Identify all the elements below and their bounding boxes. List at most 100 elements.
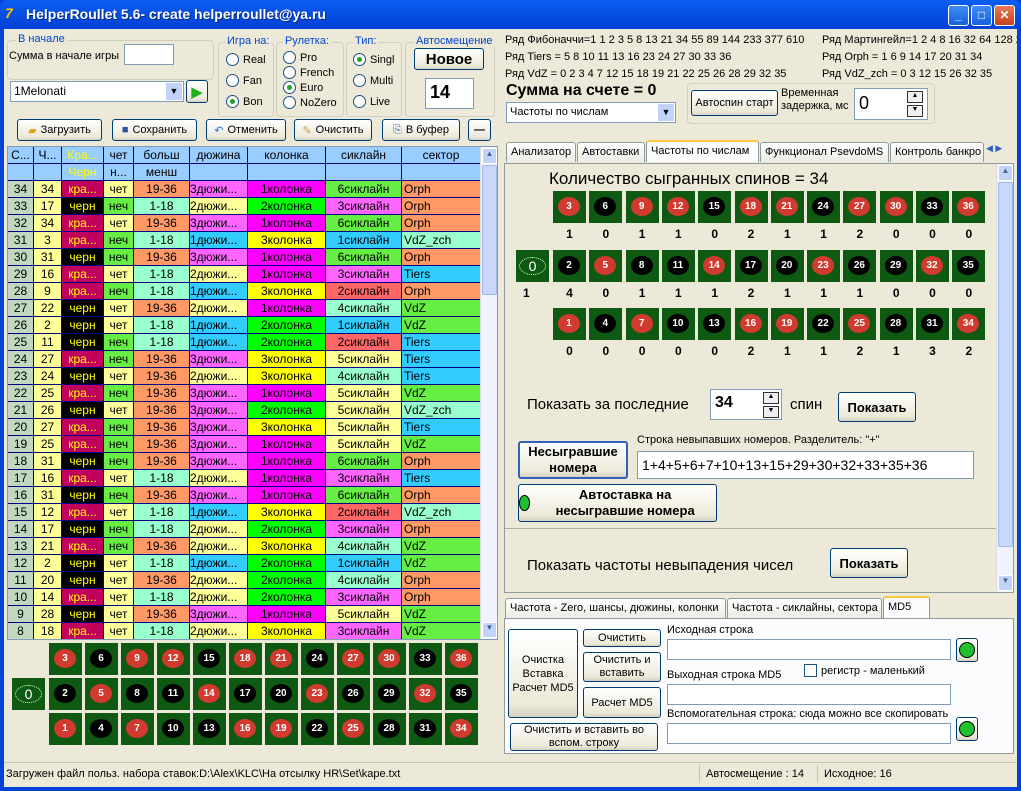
table-row[interactable]: 32 34 кра... чет 19-36 3дюжи... 1колонка 6сикла… bbox=[8, 215, 481, 232]
tab-scroll-arrows-icon[interactable]: ◀ ▶ bbox=[986, 143, 1012, 159]
autoshift-value[interactable]: 14 bbox=[425, 78, 474, 109]
number-cell[interactable]: 12 bbox=[661, 191, 695, 223]
number-cell[interactable]: 7 bbox=[625, 308, 659, 340]
spin-up-icon[interactable]: ▲ bbox=[763, 392, 779, 404]
number-cell[interactable]: 24 bbox=[301, 643, 334, 675]
unplayed-numbers-button[interactable]: Несыгравшие номера bbox=[518, 441, 628, 479]
table-row[interactable]: 20 27 кра... неч 19-36 3дюжи... 3колонка 5сикла… bbox=[8, 419, 481, 436]
new-button[interactable]: Новое bbox=[414, 48, 484, 70]
number-cell[interactable]: 2 bbox=[553, 249, 586, 282]
table-row[interactable]: 25 11 черн неч 1-18 1дюжи... 2колонка 2сиклайн T… bbox=[8, 334, 481, 351]
scroll-down-icon[interactable]: ▼ bbox=[482, 622, 497, 638]
spin-up-icon[interactable]: ▲ bbox=[907, 91, 923, 103]
number-cell[interactable]: 11 bbox=[157, 678, 190, 710]
number-cell[interactable]: 34 bbox=[952, 308, 986, 340]
table-row[interactable]: 23 24 черн чет 19-36 2дюжи... 3колонка 4сиклайн… bbox=[8, 368, 481, 385]
chevron-down-icon[interactable]: ▼ bbox=[166, 83, 182, 100]
chevron-down-icon[interactable]: ▼ bbox=[658, 104, 674, 121]
delay-input[interactable]: 0 ▲ ▼ bbox=[854, 88, 928, 120]
number-cell[interactable]: 18 bbox=[734, 191, 768, 223]
number-cell[interactable]: 8 bbox=[625, 249, 659, 282]
minus-button[interactable]: — bbox=[468, 119, 491, 141]
table-row[interactable]: 26 2 черн чет 1-18 1дюжи... 2колонка 1сиклайн Vd… bbox=[8, 317, 481, 334]
number-cell[interactable]: 21 bbox=[770, 191, 804, 223]
table-row[interactable]: 15 12 кра... чет 1-18 1дюжи... 3колонка 2сиклай… bbox=[8, 504, 481, 521]
undo-button[interactable]: ↶ Отменить bbox=[206, 119, 286, 141]
table-row[interactable]: 11 20 черн чет 19-36 2дюжи... 2колонка 4сиклайн… bbox=[8, 572, 481, 589]
radio-bon[interactable]: Bon bbox=[226, 95, 263, 108]
column-header-dozen[interactable]: дюжина bbox=[190, 147, 248, 181]
scroll-thumb[interactable] bbox=[482, 165, 497, 295]
radio-singl[interactable]: Singl bbox=[353, 53, 394, 66]
tab-0[interactable]: Анализатор bbox=[506, 142, 576, 162]
number-cell[interactable]: 4 bbox=[85, 713, 118, 745]
table-row[interactable]: 19 25 кра... неч 19-36 3дюжи... 1колонка 5сикла… bbox=[8, 436, 481, 453]
table-row[interactable]: 34 34 кра... чет 19-36 3дюжи... 1колонка 6сикла… bbox=[8, 181, 481, 198]
number-cell[interactable]: 22 bbox=[807, 308, 841, 340]
number-cell[interactable]: 8 bbox=[121, 678, 154, 710]
number-cell[interactable]: 6 bbox=[85, 643, 118, 675]
table-row[interactable]: 21 26 черн чет 19-36 3дюжи... 2колонка 5сиклайн… bbox=[8, 402, 481, 419]
last-spins-input[interactable]: 34 ▲ ▼ bbox=[710, 389, 782, 420]
autospin-start-button[interactable]: Автоспин старт bbox=[691, 90, 778, 116]
table-row[interactable]: 31 3 кра... неч 1-18 1дюжи... 3колонка 1сиклайн… bbox=[8, 232, 481, 249]
number-cell[interactable]: 23 bbox=[807, 249, 841, 282]
table-row[interactable]: 28 9 кра... неч 1-18 1дюжи... 3колонка 2сиклайн… bbox=[8, 283, 481, 300]
number-cell[interactable]: 7 bbox=[121, 713, 154, 745]
view-select[interactable]: Частоты по числам ▼ bbox=[506, 102, 676, 123]
minimize-button[interactable]: _ bbox=[948, 5, 969, 26]
md5-clear-button[interactable]: Очистить bbox=[583, 629, 661, 647]
bottom-tab-0[interactable]: Частота - Zero, шансы, дюжины, колонки bbox=[505, 598, 726, 618]
number-cell[interactable]: 28 bbox=[879, 308, 913, 340]
number-cell[interactable]: 11 bbox=[661, 249, 695, 282]
clear-paste-aux-button[interactable]: Очистить и вставить во вспом. строку bbox=[510, 723, 658, 751]
number-cell[interactable]: 25 bbox=[843, 308, 877, 340]
number-cell[interactable]: 6 bbox=[589, 191, 623, 223]
table-row[interactable]: 8 18 кра... чет 1-18 2дюжи... 3колонка 3сиклайн… bbox=[8, 623, 481, 639]
nonfall-show-button[interactable]: Показать bbox=[830, 548, 908, 578]
output-md5-input[interactable] bbox=[667, 684, 951, 705]
maximize-button[interactable]: □ bbox=[971, 5, 992, 26]
number-cell[interactable]: 22 bbox=[301, 713, 334, 745]
number-cell[interactable]: 9 bbox=[121, 643, 154, 675]
number-cell[interactable]: 3 bbox=[553, 191, 586, 223]
md5-aux-icon-button[interactable] bbox=[956, 717, 978, 741]
zero-cell[interactable]: 0 bbox=[516, 249, 549, 282]
md5-icon-button[interactable] bbox=[956, 638, 978, 662]
radio-euro[interactable]: Euro bbox=[283, 81, 323, 94]
column-header-sector[interactable]: сектор bbox=[402, 147, 481, 181]
number-cell[interactable]: 29 bbox=[879, 249, 913, 282]
radio-french[interactable]: French bbox=[283, 66, 334, 79]
aux-string-input[interactable] bbox=[667, 723, 951, 744]
table-row[interactable]: 10 14 кра... чет 1-18 2дюжи... 2колонка 3сиклай… bbox=[8, 589, 481, 606]
number-cell[interactable]: 35 bbox=[952, 249, 986, 282]
scroll-down-icon[interactable]: ▼ bbox=[998, 575, 1013, 591]
number-cell[interactable]: 33 bbox=[409, 643, 442, 675]
number-cell[interactable]: 18 bbox=[229, 643, 262, 675]
radio-real[interactable]: Real bbox=[226, 53, 266, 66]
column-header-spin-index[interactable]: С... bbox=[8, 147, 34, 181]
tab-1[interactable]: Автоставки bbox=[577, 142, 645, 162]
clear-paste-calc-md5-button[interactable]: Очистка Вставка Расчет MD5 bbox=[508, 629, 578, 718]
save-button[interactable]: ■ Сохранить bbox=[112, 119, 197, 141]
number-cell[interactable]: 32 bbox=[916, 249, 949, 282]
number-cell[interactable]: 32 bbox=[409, 678, 442, 710]
scroll-up-icon[interactable]: ▲ bbox=[998, 165, 1013, 181]
number-cell[interactable]: 25 bbox=[337, 713, 370, 745]
number-cell[interactable]: 35 bbox=[445, 678, 478, 710]
spin-down-icon[interactable]: ▼ bbox=[907, 105, 923, 117]
number-cell[interactable]: 13 bbox=[698, 308, 732, 340]
number-cell[interactable]: 36 bbox=[445, 643, 478, 675]
number-cell[interactable]: 20 bbox=[770, 249, 804, 282]
number-cell[interactable]: 5 bbox=[589, 249, 623, 282]
number-cell[interactable]: 27 bbox=[843, 191, 877, 223]
number-cell[interactable]: 28 bbox=[373, 713, 406, 745]
close-button[interactable]: ✕ bbox=[994, 5, 1015, 26]
number-cell[interactable]: 21 bbox=[265, 643, 298, 675]
table-row[interactable]: 12 2 черн чет 1-18 1дюжи... 2колонка 1сиклайн Vd… bbox=[8, 555, 481, 572]
tab-2[interactable]: Частоты по числам bbox=[646, 140, 759, 162]
clear-button[interactable]: ✎ Очистить bbox=[294, 119, 372, 141]
table-row[interactable]: 17 16 кра... чет 1-18 2дюжи... 1колонка 3сиклай… bbox=[8, 470, 481, 487]
table-row[interactable]: 27 22 черн чет 19-36 2дюжи... 1колонка 4сиклайн… bbox=[8, 300, 481, 317]
radio-fan[interactable]: Fan bbox=[226, 74, 262, 87]
